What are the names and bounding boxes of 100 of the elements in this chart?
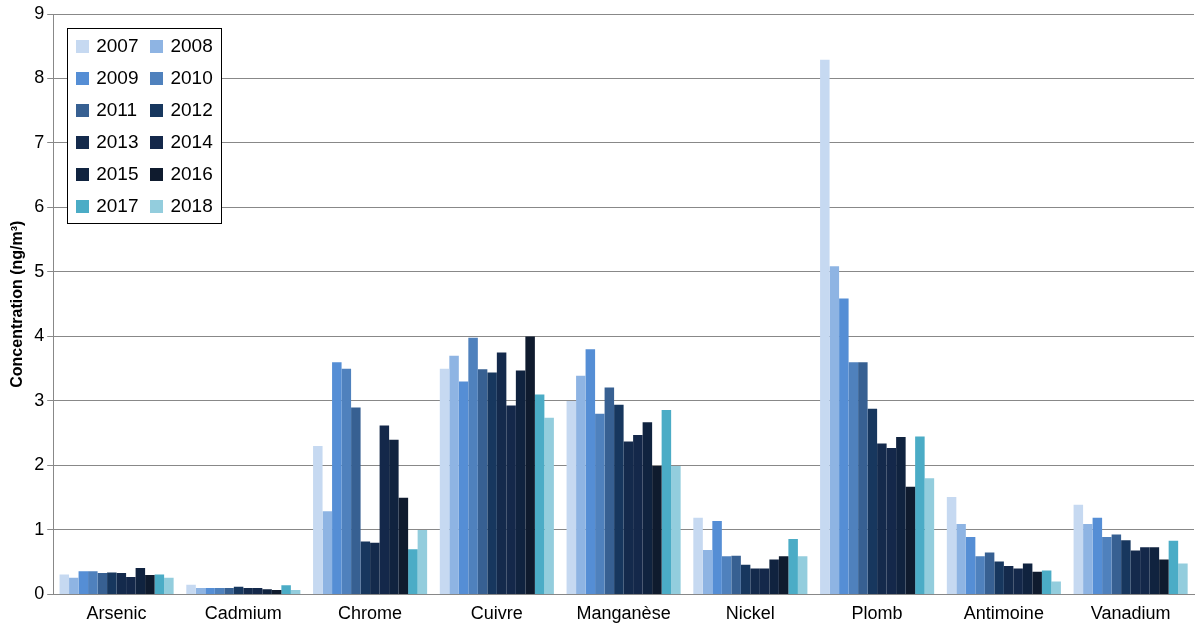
bar [829, 266, 840, 594]
bar [839, 298, 849, 594]
bar [614, 404, 624, 594]
bar [915, 436, 925, 594]
bar [214, 587, 225, 594]
y-tick-label: 2 [34, 454, 45, 475]
bar [195, 587, 206, 594]
bar [1159, 559, 1169, 594]
legend-label: 2014 [170, 131, 213, 153]
y-tick-label: 3 [34, 389, 45, 410]
bar [408, 549, 418, 594]
bar [78, 571, 89, 594]
bar [721, 556, 732, 594]
bar [693, 517, 703, 594]
x-tick-label: Plomb [851, 603, 903, 624]
bar [585, 349, 596, 594]
x-tick-label: Manganèse [576, 603, 671, 624]
bar [487, 372, 497, 594]
bar [956, 524, 966, 594]
y-tick-label: 7 [34, 131, 45, 152]
legend-label: 2011 [96, 99, 138, 121]
bar [449, 355, 459, 594]
bar [1083, 524, 1093, 594]
x-tick-label: Cuivre [470, 603, 523, 624]
bar [905, 486, 916, 594]
bar [702, 549, 713, 594]
bar [477, 369, 488, 594]
bar [740, 564, 751, 594]
legend-label: 2008 [170, 35, 213, 57]
bar [712, 520, 722, 594]
bar [661, 409, 672, 594]
bar [1168, 540, 1179, 594]
bar [867, 408, 878, 594]
bar [322, 511, 333, 594]
bar [1041, 570, 1052, 594]
bar [154, 574, 165, 594]
bar [946, 497, 957, 594]
bar [341, 368, 352, 594]
bar [534, 394, 545, 594]
bar [1102, 537, 1112, 594]
bar [186, 584, 196, 594]
bar [271, 589, 282, 594]
legend-label: 2018 [170, 195, 213, 217]
bar [1178, 563, 1188, 594]
bar [398, 497, 409, 594]
bar [924, 478, 935, 594]
bar [858, 362, 868, 594]
bar [332, 362, 342, 594]
legend-label: 2009 [96, 67, 139, 89]
bar [994, 561, 1004, 594]
legend-label: 2015 [96, 163, 139, 185]
legend-label: 2016 [170, 163, 213, 185]
legend-label: 2017 [96, 195, 139, 217]
bar [164, 577, 174, 594]
x-tick-label: Vanadium [1090, 603, 1171, 624]
bar [1032, 571, 1042, 594]
bar [731, 555, 741, 594]
bar [1111, 534, 1122, 594]
bar [224, 587, 234, 594]
bar [566, 400, 577, 594]
bar [1092, 517, 1103, 594]
bar [1121, 540, 1131, 594]
bar [1051, 581, 1061, 594]
bar [69, 577, 79, 594]
bar [313, 446, 323, 594]
y-tick-label: 6 [34, 196, 45, 217]
bar [965, 537, 976, 594]
bar [652, 466, 662, 594]
x-tick-label: Nickel [725, 603, 775, 624]
bar [788, 538, 798, 594]
bar [820, 59, 830, 594]
bar [439, 368, 450, 594]
y-tick-label: 0 [34, 583, 45, 604]
bar [975, 556, 985, 594]
bar [107, 572, 117, 594]
legend-label: 2013 [96, 131, 139, 153]
y-axis-title: Concentration (ng/m³) [8, 220, 26, 388]
x-tick-label: Arsenic [86, 603, 147, 624]
bar [576, 375, 586, 594]
bar [525, 336, 535, 594]
bar [671, 466, 681, 594]
bar [458, 381, 469, 594]
legend-label: 2010 [170, 67, 213, 89]
bar [797, 556, 808, 594]
bar [233, 586, 244, 594]
bar [595, 413, 605, 594]
legend-label: 2012 [170, 99, 213, 121]
bar [360, 541, 371, 594]
y-tick-label: 9 [34, 2, 45, 23]
x-tick-label: Antimoine [963, 603, 1044, 624]
y-tick-label: 1 [34, 518, 45, 539]
bar [848, 362, 859, 594]
bar [290, 589, 301, 594]
x-tick-label: Chrome [338, 603, 403, 624]
bar [97, 573, 108, 594]
y-tick-label: 8 [34, 67, 45, 88]
x-tick-label: Cadmium [204, 603, 282, 624]
bar [88, 571, 98, 594]
bar [417, 529, 428, 594]
bar [984, 552, 995, 594]
